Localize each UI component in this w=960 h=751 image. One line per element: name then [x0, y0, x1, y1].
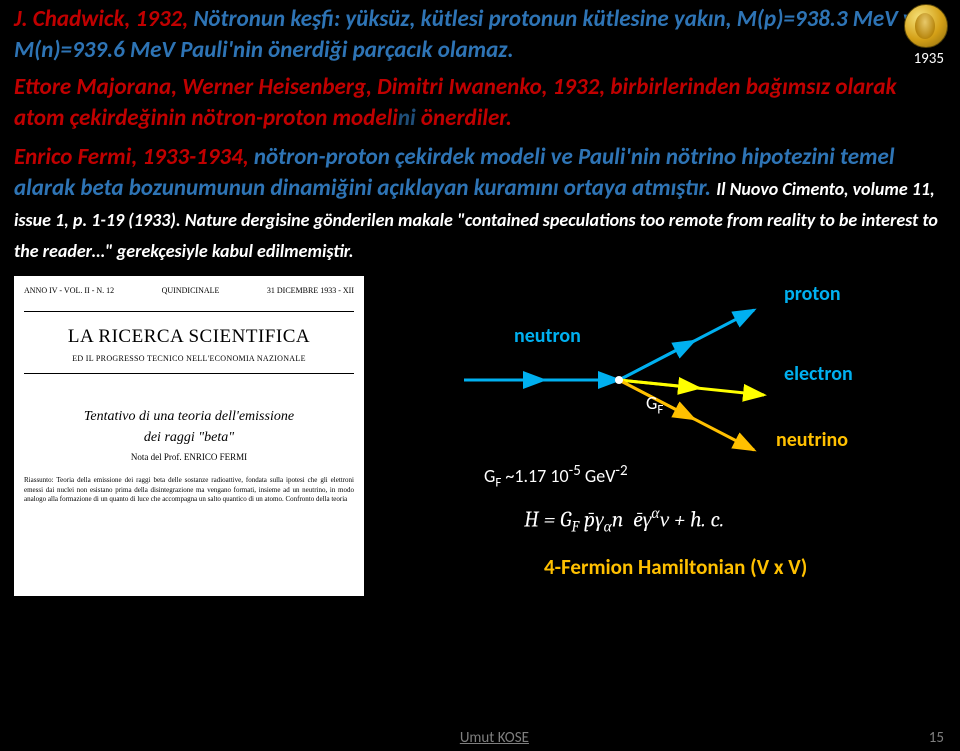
chadwick-name: J. Chadwick, 1932, — [14, 5, 188, 33]
paper-scan: ANNO IV - VOL. II - N. 12 QUINDICINALE 3… — [14, 276, 364, 596]
hamiltonian-equation: H = GF p̄γαn ēγαν + h. c. — [524, 504, 724, 537]
neutrino-label: neutrino — [776, 428, 848, 452]
majorana-ni: ni — [398, 104, 416, 132]
feynman-diagram: neutron proton electron neutrino GF GF ~… — [364, 276, 948, 596]
paragraph-fermi: Enrico Fermi, 1933-1934, nötron-proton ç… — [14, 142, 948, 266]
gf-value: GF ~1.17 10-5 GeV-2 — [484, 462, 628, 491]
majorana-end: önerdiler. — [421, 104, 512, 132]
paper-author: Nota del Prof. ENRICO FERMI — [24, 452, 354, 462]
electron-label: electron — [784, 362, 853, 386]
paragraph-majorana: Ettore Majorana, Werner Heisenberg, Dimi… — [14, 72, 948, 134]
paper-top-mid: QUINDICINALE — [162, 286, 220, 295]
fermi-name: Enrico Fermi, 1933-1934, — [14, 143, 249, 171]
footer-page-number: 15 — [929, 729, 944, 747]
gf-vertex-label: GF — [646, 392, 663, 418]
paper-section-1: Tentativo di una teoria dell'emissione — [24, 406, 354, 427]
feynman-svg — [454, 290, 814, 470]
footer-author: Umut KOSE — [60, 729, 929, 747]
paper-abstract: Riassunto: Teoria della emissione dei ra… — [24, 476, 354, 504]
hamiltonian-label: 4-Fermion Hamiltonian (V x V) — [544, 554, 807, 580]
nobel-medal-icon — [904, 4, 948, 48]
paper-top-left: ANNO IV - VOL. II - N. 12 — [24, 286, 114, 295]
paragraph-chadwick: J. Chadwick, 1932, Nötronun keşfi: yüksü… — [14, 4, 948, 66]
neutron-label: neutron — [514, 324, 581, 348]
paper-title: LA RICERCA SCIENTIFICA — [24, 326, 354, 348]
majorana-names: Ettore Majorana, Werner Heisenberg, Dimi… — [14, 73, 605, 101]
paper-top-right: 31 DICEMBRE 1933 - XII — [267, 286, 354, 295]
proton-label: proton — [784, 282, 841, 306]
medal-year: 1935 — [914, 50, 944, 68]
paper-subtitle: ED IL PROGRESSO TECNICO NELL'ECONOMIA NA… — [24, 354, 354, 363]
paper-section-2: dei raggi "beta" — [24, 427, 354, 448]
footer: Umut KOSE 15 — [0, 729, 960, 747]
